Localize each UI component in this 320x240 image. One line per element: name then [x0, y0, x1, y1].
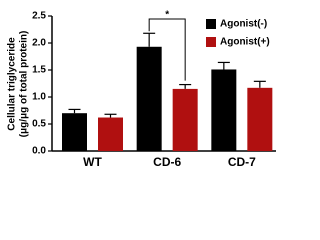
legend-label: Agonist(+)	[220, 37, 270, 48]
bar	[136, 46, 162, 151]
page: {"chart_data": {"type": "bar", "y_label"…	[6, 9, 276, 170]
bar	[247, 87, 273, 151]
y-tick-label: 0.5	[32, 119, 46, 130]
legend-swatch	[206, 37, 216, 47]
y-axis-label: Cellular triglyceride	[7, 37, 18, 131]
y-tick-label: 1.5	[32, 65, 46, 76]
x-tick-label: WT	[83, 155, 102, 169]
y-axis-label: (μg/μg of total protein)	[19, 31, 30, 138]
legend-swatch	[206, 19, 216, 29]
significance-bracket	[148, 18, 186, 81]
chart: Cellular triglyceride (μg/μg of total pr…	[7, 10, 276, 169]
significance-label: *	[165, 10, 169, 21]
y-tick-label: 2.0	[32, 38, 46, 49]
bar	[98, 117, 123, 151]
bar	[211, 69, 237, 151]
x-tick-label: CD-6	[153, 155, 181, 169]
y-tick-label: 2.5	[32, 11, 46, 22]
x-tick-label: CD-7	[228, 155, 256, 169]
y-tick-label: 1.0	[32, 92, 46, 103]
y-tick-label: 0.0	[32, 146, 46, 157]
bar	[62, 113, 87, 151]
bar	[172, 88, 198, 151]
legend-label: Agonist(-)	[220, 19, 267, 30]
